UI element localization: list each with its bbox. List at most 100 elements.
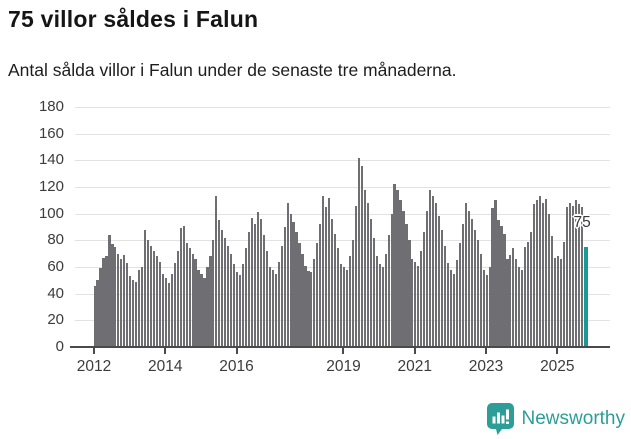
gridline <box>75 213 610 215</box>
bar <box>108 235 111 347</box>
bar <box>429 189 432 347</box>
gridline <box>75 320 610 322</box>
bar <box>521 269 524 347</box>
bar <box>138 269 141 347</box>
bar <box>215 196 218 347</box>
bar <box>334 233 337 347</box>
bar <box>440 229 444 347</box>
bar <box>559 259 562 347</box>
newsworthy-logo: Newsworthy <box>486 402 625 435</box>
bar <box>518 267 521 347</box>
x-tick-label: 2021 <box>397 358 432 375</box>
bar <box>96 280 99 347</box>
bar <box>132 280 135 347</box>
bar <box>485 275 488 347</box>
bar <box>158 261 162 347</box>
gridline <box>75 267 610 268</box>
bar <box>206 267 209 347</box>
bar <box>387 235 390 347</box>
y-tick-label: 60 <box>47 258 64 275</box>
bar <box>194 259 197 347</box>
bar <box>307 271 310 347</box>
bar <box>283 227 286 347</box>
chart-title: 75 villor såldes i Falun <box>8 6 259 32</box>
x-tick-mark <box>485 348 488 354</box>
bar <box>360 165 363 347</box>
y-tick-label: 120 <box>38 178 64 195</box>
bar <box>446 263 450 347</box>
x-tick-mark <box>235 348 238 354</box>
x-tick-label: 2016 <box>219 358 254 375</box>
bar <box>491 208 494 347</box>
bar <box>114 247 117 347</box>
bar <box>221 229 224 347</box>
bar <box>200 273 203 347</box>
bar <box>536 200 539 347</box>
gridline <box>75 240 610 242</box>
y-tick-label: 80 <box>47 231 64 249</box>
bar <box>544 199 548 347</box>
bar <box>310 272 313 347</box>
bar <box>580 207 583 347</box>
bar <box>123 255 126 347</box>
bar <box>244 248 248 347</box>
bar <box>506 259 509 347</box>
bar <box>402 211 405 347</box>
bar <box>286 203 289 347</box>
x-tick-label: 2025 <box>540 358 575 375</box>
x-tick-label: 2012 <box>76 358 112 375</box>
bar <box>366 203 369 347</box>
bar <box>224 237 227 347</box>
bar <box>102 257 105 347</box>
bar <box>250 217 254 347</box>
bar <box>568 203 571 347</box>
bar <box>146 240 150 347</box>
bar <box>381 267 384 347</box>
bar <box>111 244 114 347</box>
chart-subtitle: Antal sålda villor i Falun under de sena… <box>8 60 457 80</box>
bar <box>265 251 268 347</box>
bar <box>99 268 102 347</box>
newsworthy-speech-bubble-chart-icon <box>486 402 515 435</box>
bar <box>426 211 429 347</box>
bar <box>482 269 485 347</box>
bar <box>173 263 176 347</box>
bar <box>149 245 153 347</box>
bar <box>553 257 557 347</box>
gridline <box>75 187 610 188</box>
bar <box>500 225 503 347</box>
bar <box>93 285 96 347</box>
bar <box>289 213 292 347</box>
bar <box>420 251 423 347</box>
bar <box>473 229 476 347</box>
bar <box>423 232 426 347</box>
x-axis-line <box>70 346 610 348</box>
y-tick-label: 0 <box>55 338 64 355</box>
bar <box>452 273 456 347</box>
bar <box>182 225 185 347</box>
bar <box>363 189 366 347</box>
bar <box>141 267 144 347</box>
bar <box>292 221 295 347</box>
bar <box>295 232 298 347</box>
bar <box>203 277 206 347</box>
bar <box>262 235 265 347</box>
bar <box>461 224 464 347</box>
bar <box>345 269 349 347</box>
bar <box>280 245 283 347</box>
y-tick-label: 40 <box>47 284 64 302</box>
bar <box>390 213 393 347</box>
bar <box>530 232 533 347</box>
x-tick-mark <box>164 348 167 354</box>
bar <box>375 256 378 347</box>
bar <box>161 273 164 347</box>
bar <box>541 203 545 347</box>
bar <box>470 219 473 347</box>
bar <box>152 251 156 347</box>
bar <box>405 224 408 347</box>
bar <box>574 200 577 347</box>
bar <box>449 269 453 347</box>
bar <box>342 267 346 347</box>
y-tick-label: 20 <box>47 311 64 329</box>
bar <box>164 277 167 347</box>
